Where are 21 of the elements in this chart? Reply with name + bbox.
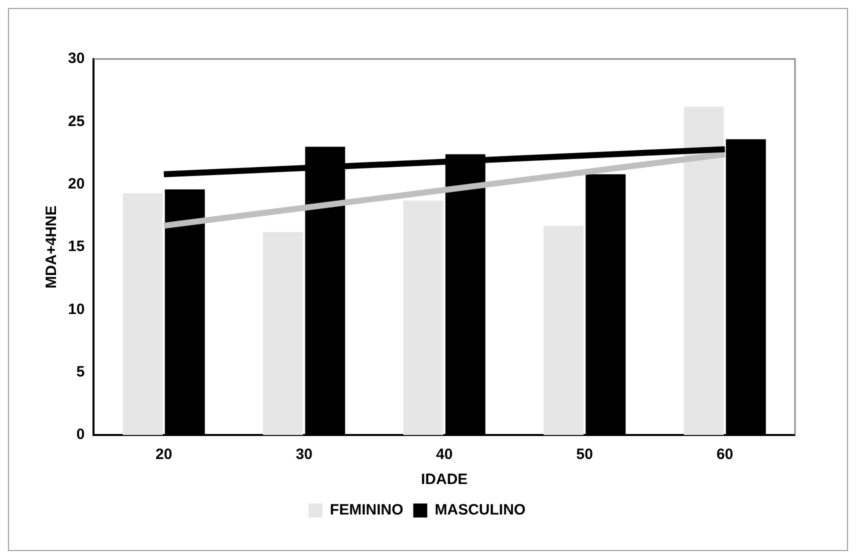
y-tick-label: 5	[76, 363, 85, 380]
bar	[544, 226, 584, 435]
y-tick-label: 0	[76, 426, 85, 444]
x-tick-label: 50	[576, 446, 593, 464]
x-tick-label: 60	[716, 446, 734, 464]
x-tick-label: 30	[296, 446, 312, 464]
bar	[122, 193, 163, 435]
legend-label: MASCULINO	[434, 502, 526, 519]
y-axis-title: MDA+4HNE	[43, 206, 60, 288]
y-tick-label: 10	[68, 300, 85, 318]
x-axis-title: IDADE	[421, 471, 468, 488]
bar	[684, 106, 724, 435]
x-tick-label: 40	[436, 446, 453, 464]
x-tick-label: 20	[155, 446, 172, 464]
y-tick-label: 30	[68, 50, 85, 68]
y-tick-label: 20	[68, 175, 85, 192]
legend-label: FEMININO	[330, 502, 404, 519]
bar	[403, 200, 444, 435]
y-tick-label: 25	[68, 112, 85, 130]
bar	[263, 232, 304, 435]
y-tick-label: 15	[68, 238, 85, 256]
